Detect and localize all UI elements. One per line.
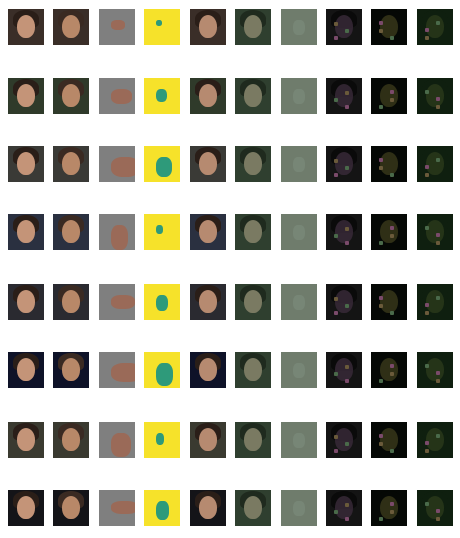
image-tile (53, 214, 89, 250)
image-tile (8, 352, 44, 388)
image-tile (281, 352, 317, 388)
image-tile (99, 214, 135, 250)
image-tile (144, 146, 180, 182)
image-tile (53, 284, 89, 320)
image-tile (326, 78, 362, 114)
image-tile (99, 78, 135, 114)
image-tile (235, 352, 271, 388)
image-tile (190, 146, 226, 182)
image-tile (99, 422, 135, 458)
image-tile (53, 422, 89, 458)
image-tile (417, 352, 453, 388)
image-tile (190, 214, 226, 250)
image-tile (417, 214, 453, 250)
image-tile (8, 422, 44, 458)
image-tile (144, 490, 180, 526)
image-tile (371, 422, 407, 458)
image-tile (190, 490, 226, 526)
image-tile (281, 284, 317, 320)
image-tile (99, 146, 135, 182)
image-tile (190, 9, 226, 45)
image-tile (144, 284, 180, 320)
image-tile (417, 490, 453, 526)
image-tile (53, 490, 89, 526)
image-tile (190, 284, 226, 320)
image-tile (281, 214, 317, 250)
image-tile (235, 78, 271, 114)
image-tile (144, 78, 180, 114)
image-tile (99, 352, 135, 388)
image-tile (417, 422, 453, 458)
image-tile (144, 422, 180, 458)
image-tile (144, 9, 180, 45)
image-tile (371, 146, 407, 182)
image-tile (417, 284, 453, 320)
image-tile (235, 284, 271, 320)
image-tile (53, 146, 89, 182)
image-tile (144, 214, 180, 250)
image-tile (281, 9, 317, 45)
image-tile (190, 352, 226, 388)
image-tile (281, 78, 317, 114)
image-tile (371, 9, 407, 45)
image-tile (99, 9, 135, 45)
image-tile (281, 146, 317, 182)
image-tile (235, 422, 271, 458)
image-tile (235, 214, 271, 250)
image-tile (371, 284, 407, 320)
image-tile (371, 352, 407, 388)
image-tile (326, 490, 362, 526)
image-tile (326, 9, 362, 45)
image-tile (8, 9, 44, 45)
image-tile (235, 9, 271, 45)
image-tile (326, 146, 362, 182)
image-tile (326, 214, 362, 250)
image-tile (8, 78, 44, 114)
image-tile (53, 352, 89, 388)
image-tile (371, 490, 407, 526)
image-tile (281, 490, 317, 526)
image-tile (190, 78, 226, 114)
image-tile (371, 214, 407, 250)
image-tile (8, 284, 44, 320)
image-tile (8, 214, 44, 250)
image-tile (190, 422, 226, 458)
image-tile (417, 9, 453, 45)
image-tile (326, 352, 362, 388)
image-tile (53, 78, 89, 114)
image-tile (417, 146, 453, 182)
image-tile (53, 9, 89, 45)
image-tile (99, 490, 135, 526)
image-tile (417, 78, 453, 114)
image-tile (371, 78, 407, 114)
image-tile (235, 146, 271, 182)
image-tile (326, 284, 362, 320)
image-tile (8, 146, 44, 182)
image-tile (99, 284, 135, 320)
image-tile (326, 422, 362, 458)
image-tile (144, 352, 180, 388)
image-tile (8, 490, 44, 526)
image-tile (281, 422, 317, 458)
image-tile (235, 490, 271, 526)
